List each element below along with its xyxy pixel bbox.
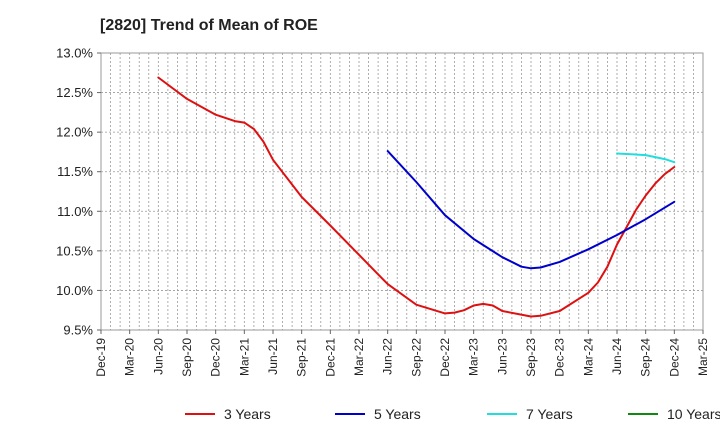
legend-label-5-years: 5 Years [374,406,421,422]
series-line-7-years [616,152,676,164]
x-tick-label: Dec-24 [667,338,681,377]
x-tick-label: Mar-23 [467,338,481,376]
series-line-5-years [386,150,676,270]
x-tick-label: Dec-23 [553,338,567,377]
x-tick-label: Dec-20 [209,338,223,377]
legend-label-10-years: 10 Years [667,406,720,422]
x-tick-label: Mar-20 [123,338,137,376]
y-tick-label: 10.5% [56,243,93,258]
x-tick-label: Mar-24 [581,338,595,376]
x-tick-label: Mar-25 [696,338,710,376]
legend: 3 Years 5 Years 7 Years 10 Years [185,406,720,422]
x-tick-label: Sep-23 [524,338,538,377]
x-tick-label: Dec-19 [94,338,108,377]
legend-label-7-years: 7 Years [526,406,573,422]
x-axis: Dec-19 Mar-20 Jun-20 Sep-20 Dec-20 Mar-21 Jun-… [94,330,710,377]
y-tick-label: 10.0% [56,283,93,298]
legend-label-3-years: 3 Years [224,406,271,422]
x-tick-label: Mar-21 [237,338,251,376]
y-tick-label: 12.5% [56,85,93,100]
x-tick-label: Sep-20 [180,338,194,377]
x-tick-label: Sep-22 [409,338,423,377]
plot-area [100,52,704,331]
x-tick-label: Dec-21 [323,338,337,377]
x-tick-label: Jun-20 [151,338,165,375]
y-tick-label: 12.0% [56,125,93,140]
x-tick-label: Sep-24 [639,338,653,377]
x-tick-label: Jun-21 [266,338,280,375]
x-tick-label: Jun-22 [381,338,395,375]
series-line-3-years [157,76,676,318]
x-tick-label: Jun-24 [610,338,624,375]
y-tick-label: 9.5% [63,323,93,338]
x-tick-label: Dec-22 [438,338,452,377]
chart-title: [2820] Trend of Mean of ROE [100,17,318,34]
y-tick-label: 11.0% [57,204,93,219]
x-tick-label: Jun-23 [495,338,509,375]
x-tick-label: Sep-21 [295,338,309,377]
x-tick-label: Mar-22 [352,338,366,376]
y-tick-label: 11.5% [57,164,93,179]
grid-lines [101,53,703,330]
y-axis: 9.5% 10.0% 10.5% 11.0% 11.5% 12.0% 12.5% 13.0% [56,46,101,338]
series-lines [157,76,676,318]
y-tick-label: 13.0% [56,46,93,61]
